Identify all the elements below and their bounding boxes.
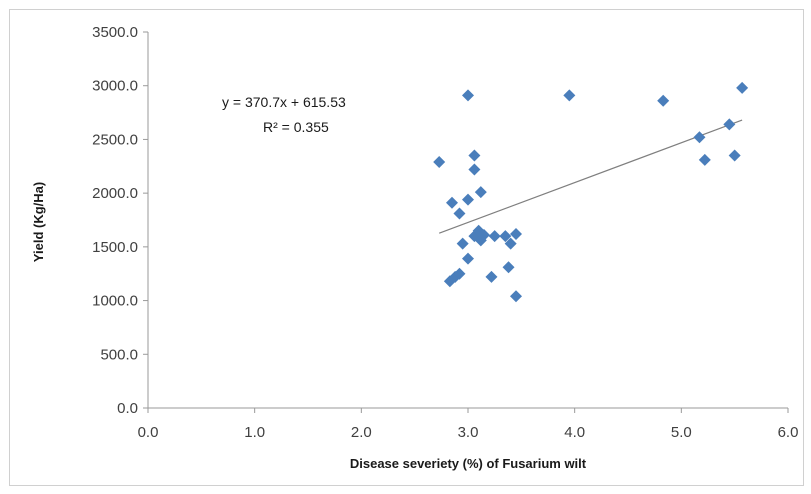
y-tick-label: 500.0 [100, 346, 138, 363]
data-point [433, 155, 446, 168]
data-points [433, 81, 749, 303]
data-point [504, 237, 517, 250]
data-point [488, 230, 501, 243]
x-axis-title: Disease severiety (%) of Fusarium wilt [350, 456, 587, 471]
data-point [453, 267, 466, 280]
y-tick-label: 0.0 [117, 400, 138, 417]
y-tick-label: 1000.0 [92, 293, 138, 310]
data-point [510, 290, 522, 303]
data-point [502, 261, 515, 274]
y-tick-label: 3000.0 [92, 78, 138, 95]
data-point [446, 196, 458, 209]
data-point [462, 252, 474, 265]
data-point [478, 229, 490, 242]
axes [143, 31, 789, 413]
data-point [657, 94, 670, 107]
data-point [723, 118, 736, 131]
data-point [728, 149, 741, 162]
data-point [474, 186, 487, 199]
x-tick-label: 2.0 [351, 424, 372, 441]
scatter-chart: 0.0 1.0 2.0 3.0 4.0 5.0 6.0 0.0 500.0 1000.0 1500.… [31, 24, 798, 471]
data-point [462, 193, 474, 206]
data-point [456, 237, 469, 250]
trendline [438, 119, 743, 234]
data-point [563, 89, 576, 102]
x-tick-label: 1.0 [244, 424, 265, 441]
x-tick-label: 5.0 [671, 424, 692, 441]
trendline-group [438, 119, 743, 234]
x-tick-label: 6.0 [778, 424, 799, 441]
y-axis-title: Yield (Kg/Ha) [31, 182, 46, 262]
data-point [499, 230, 512, 243]
x-tick-label: 0.0 [138, 424, 159, 441]
y-tick-label: 2000.0 [92, 185, 138, 202]
data-point [453, 207, 466, 220]
y-tick-label: 2500.0 [92, 131, 138, 148]
r-squared-label: R² = 0.355 [263, 119, 329, 135]
y-tick-label: 1500.0 [92, 239, 138, 256]
x-tick-label: 4.0 [564, 424, 585, 441]
data-point [462, 89, 474, 102]
x-tick-label: 3.0 [458, 424, 479, 441]
data-point [468, 149, 481, 162]
trendline-equation: y = 370.7x + 615.53 [222, 94, 346, 110]
data-point [698, 153, 711, 166]
data-point [468, 163, 481, 176]
tick-labels: 0.0 1.0 2.0 3.0 4.0 5.0 6.0 0.0 500.0 1000.0 1500.… [92, 24, 798, 441]
data-point [736, 81, 749, 94]
data-point [693, 131, 706, 144]
data-point [510, 227, 522, 240]
chart-frame: 0.0 1.0 2.0 3.0 4.0 5.0 6.0 0.0 500.0 1000.0 1500.… [9, 9, 804, 486]
data-point [485, 270, 498, 283]
y-tick-label: 3500.0 [92, 24, 138, 41]
